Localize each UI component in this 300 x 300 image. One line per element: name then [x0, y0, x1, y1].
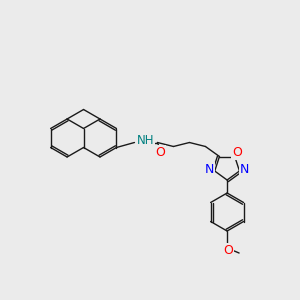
Text: N: N — [240, 163, 249, 176]
Text: N: N — [205, 163, 214, 176]
Text: NH: NH — [136, 134, 154, 147]
Text: O: O — [155, 146, 165, 159]
Text: O: O — [232, 146, 242, 159]
Text: O: O — [223, 244, 233, 256]
